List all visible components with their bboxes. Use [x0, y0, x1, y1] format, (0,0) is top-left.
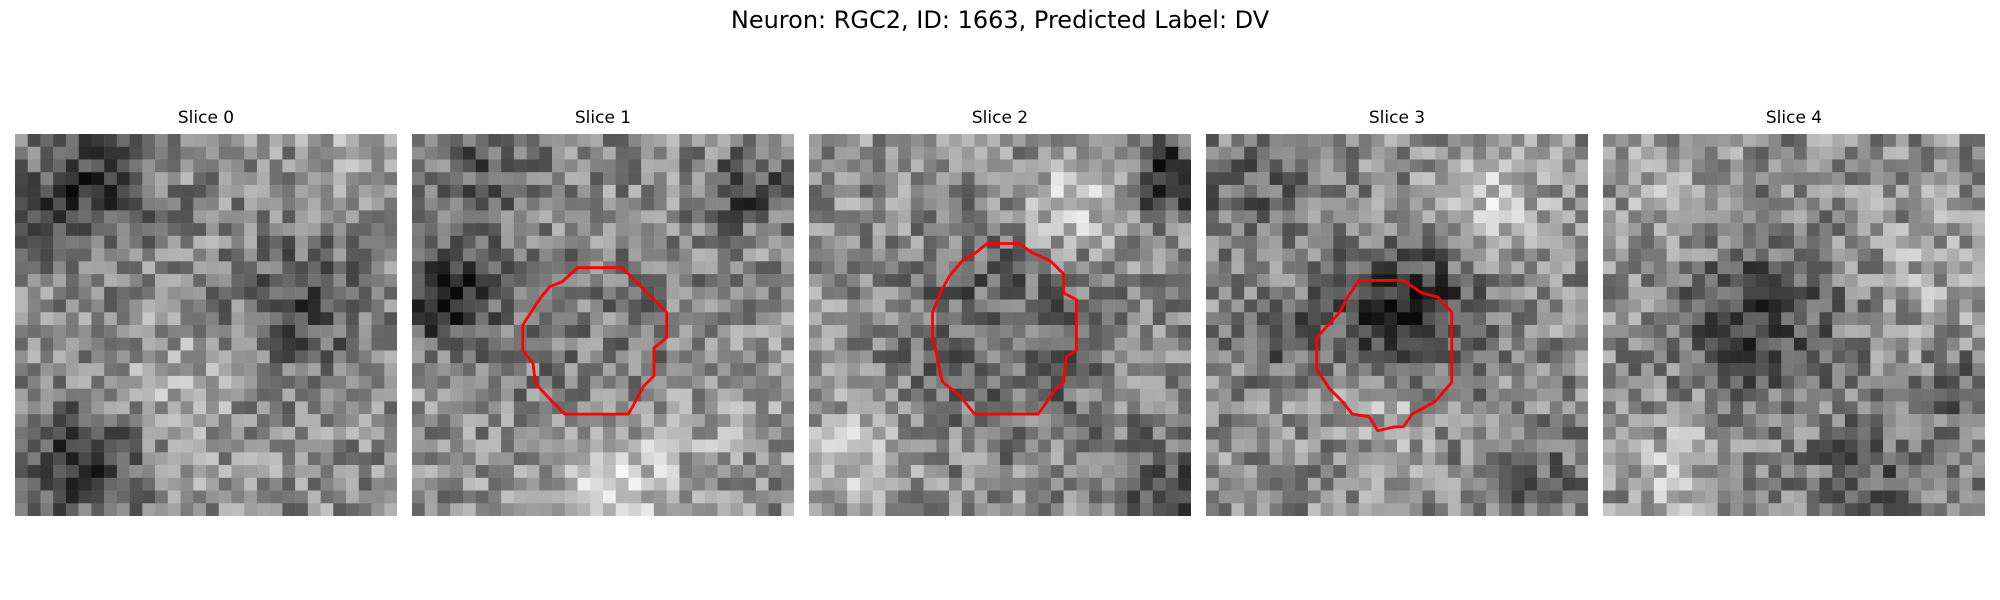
- slice-panel-1: Slice 1: [412, 108, 794, 520]
- slice-title-1: Slice 1: [574, 108, 632, 128]
- slice-panel-3: Slice 3: [1206, 108, 1588, 520]
- roi-contour-1: [521, 266, 669, 416]
- slice-image-1: [412, 134, 794, 516]
- slice-title-2: Slice 2: [971, 108, 1029, 128]
- slice-image-4: [1603, 134, 1985, 516]
- figure-title: Neuron: RGC2, ID: 1663, Predicted Label:…: [730, 6, 1270, 34]
- slice-title-4: Slice 4: [1765, 108, 1823, 128]
- slice-image-2: [809, 134, 1191, 516]
- roi-contour-2: [931, 242, 1078, 416]
- slice-panel-4: Slice 4: [1603, 108, 1985, 520]
- slice-title-0: Slice 0: [177, 108, 235, 128]
- slice-panel-0: Slice 0: [15, 108, 397, 520]
- slice-image-0: [15, 134, 397, 516]
- roi-contour-3: [1315, 279, 1454, 433]
- slice-title-3: Slice 3: [1368, 108, 1426, 128]
- slice-panel-2: Slice 2: [809, 108, 1191, 520]
- slice-image-3: [1206, 134, 1588, 516]
